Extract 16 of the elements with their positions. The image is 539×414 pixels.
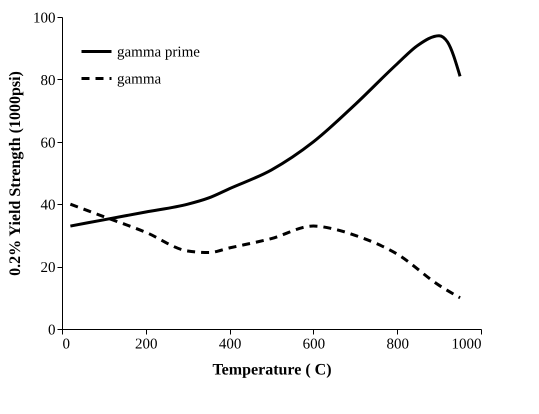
y-tick-label: 0 xyxy=(48,322,56,338)
y-tick-label: 20 xyxy=(40,260,56,276)
x-tick-label: 800 xyxy=(386,336,409,352)
x-tick-label: 0 xyxy=(62,336,70,352)
y-tick-label: 100 xyxy=(33,10,56,26)
y-tick-label: 80 xyxy=(40,72,56,89)
y-tick-label: 60 xyxy=(40,135,56,152)
legend-label: gamma xyxy=(117,72,162,88)
y-tick-label: 40 xyxy=(40,198,56,214)
x-tick-label: 1000 xyxy=(452,336,482,352)
legend-label: gamma prime xyxy=(117,44,200,60)
x-tick-label: 600 xyxy=(302,336,326,352)
x-axis-title: Temperature ( C) xyxy=(212,362,332,378)
y-axis-title: 0.2% Yield Strength (1000psi) xyxy=(7,71,24,276)
x-tick-label: 200 xyxy=(135,336,158,352)
x-tick-label: 400 xyxy=(218,336,242,352)
